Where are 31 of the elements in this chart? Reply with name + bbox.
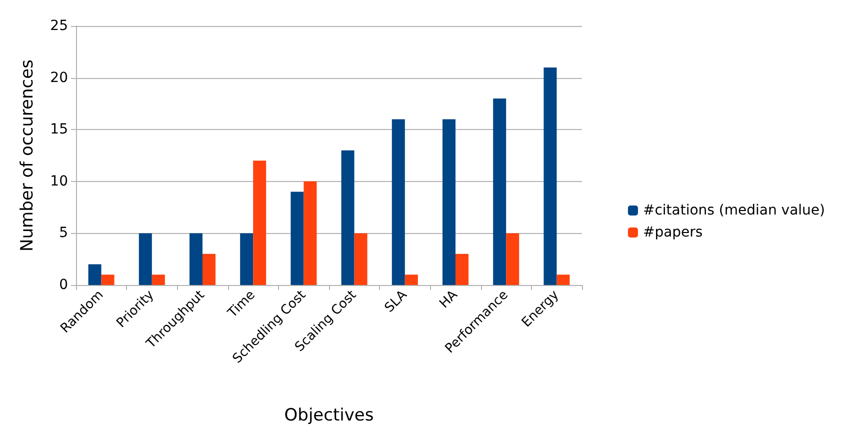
- y-tick-label: 0: [59, 277, 68, 293]
- bar: [456, 254, 468, 285]
- bar: [304, 181, 317, 285]
- bar: [152, 274, 165, 285]
- bar: [354, 233, 368, 285]
- bar: [101, 274, 114, 285]
- bar: [138, 233, 152, 285]
- bar: [544, 67, 557, 285]
- bar: [202, 254, 216, 285]
- x-axis-title: Objectives: [284, 406, 374, 426]
- bar: [290, 192, 304, 285]
- bar: [506, 233, 520, 285]
- bar: [240, 233, 254, 285]
- bar: [341, 150, 354, 285]
- bar: [556, 274, 570, 285]
- legend-label: #papers: [642, 224, 703, 240]
- x-tick-label: SLA: [382, 288, 410, 316]
- y-axis-title: Number of occurences: [18, 59, 38, 252]
- y-tick-label: 10: [50, 173, 68, 190]
- y-tick-label: 20: [50, 70, 68, 86]
- bar: [253, 160, 266, 285]
- y-tick-label: 5: [59, 225, 68, 242]
- bar: [404, 274, 418, 285]
- bar: [493, 98, 506, 285]
- bar: [442, 119, 456, 285]
- y-tick-label: 25: [50, 18, 68, 34]
- bar: [190, 233, 202, 285]
- bar: [392, 119, 405, 285]
- legend-label: #citations (median value): [642, 202, 826, 218]
- y-tick-label: 15: [50, 122, 68, 138]
- bar: [88, 264, 102, 285]
